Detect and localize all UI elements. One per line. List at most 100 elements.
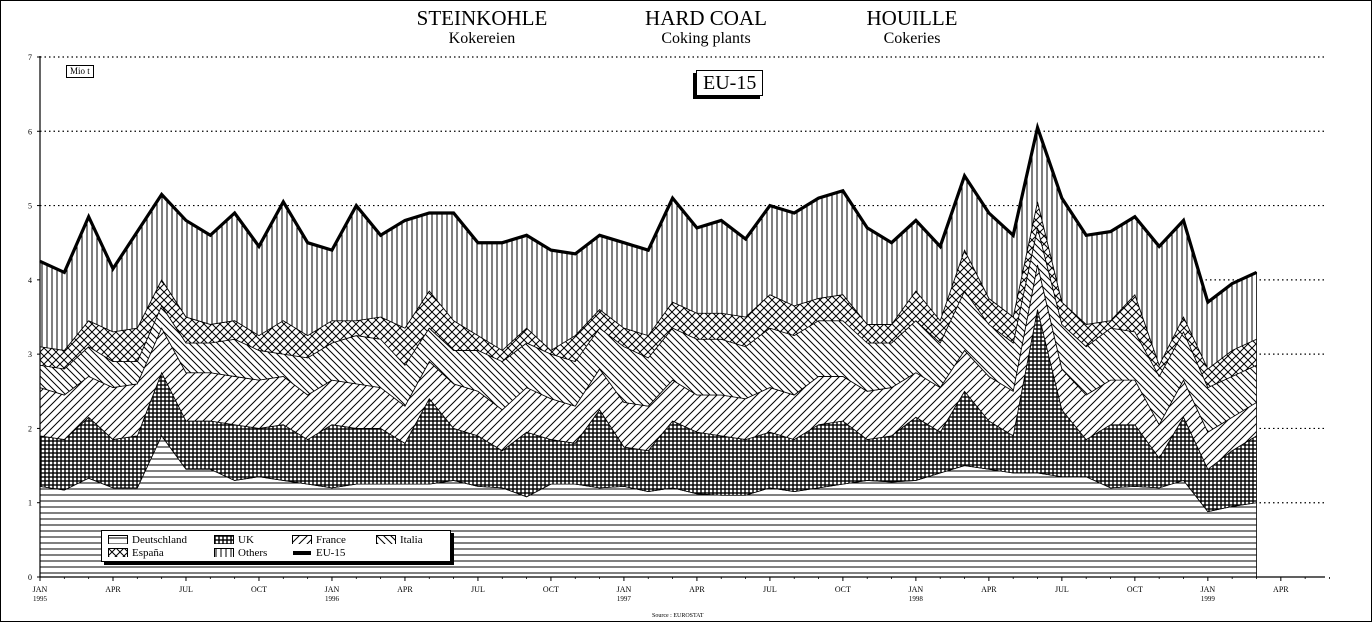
x-tick-label: OCT bbox=[835, 585, 851, 594]
point-eu-15 bbox=[574, 253, 576, 255]
x-tick-year: 1999 bbox=[1201, 595, 1216, 603]
point-eu-15 bbox=[890, 242, 893, 244]
point-eu-15 bbox=[1231, 282, 1233, 285]
x-tick-label: OCT bbox=[543, 585, 559, 594]
y-tick-label: 7 bbox=[28, 53, 32, 62]
x-tick-label: JAN bbox=[617, 585, 632, 594]
point-eu-15 bbox=[209, 234, 211, 236]
point-eu-15 bbox=[1158, 245, 1160, 248]
point-eu-15 bbox=[696, 227, 698, 229]
point-eu-15 bbox=[234, 212, 236, 214]
x-tick-label: JUL bbox=[179, 585, 193, 594]
point-eu-15 bbox=[963, 175, 966, 177]
point-eu-15 bbox=[526, 234, 528, 236]
x-tick-year: 1996 bbox=[325, 595, 340, 603]
point-eu-15 bbox=[258, 245, 260, 248]
subtitle-en: Coking plants bbox=[661, 30, 751, 47]
point-eu-15 bbox=[1036, 126, 1039, 129]
point-eu-15 bbox=[136, 230, 138, 233]
point-eu-15 bbox=[623, 242, 625, 244]
point-eu-15 bbox=[647, 249, 649, 251]
legend-item-uk: UK bbox=[214, 533, 254, 546]
x-tick-label: JAN bbox=[909, 585, 924, 594]
point-eu-15 bbox=[282, 201, 284, 203]
point-eu-15 bbox=[428, 212, 430, 214]
header-block-en: HARD COAL Coking plants bbox=[576, 7, 836, 49]
x-tick-label: APR bbox=[981, 585, 997, 594]
legend-item-deutschland: Deutschland bbox=[108, 533, 187, 546]
legend-label-france: France bbox=[316, 533, 346, 546]
title-de: STEINKOHLE bbox=[416, 6, 548, 30]
legend-swatch-eu15 bbox=[293, 551, 311, 555]
x-tick-year: 1997 bbox=[617, 595, 632, 603]
point-eu-15 bbox=[112, 268, 114, 270]
point-eu-15 bbox=[477, 242, 479, 244]
point-eu-15 bbox=[185, 219, 187, 222]
legend-item-france: France bbox=[292, 533, 346, 546]
point-eu-15 bbox=[331, 249, 333, 251]
point-eu-15 bbox=[88, 216, 90, 218]
point-eu-15 bbox=[769, 204, 771, 207]
point-eu-15 bbox=[380, 234, 382, 236]
legend-label-others: Others bbox=[238, 546, 268, 559]
point-eu-15 bbox=[793, 212, 795, 214]
legend-swatch-others bbox=[214, 548, 234, 557]
legend-item-eu15: EU-15 bbox=[292, 546, 345, 559]
x-tick-label: OCT bbox=[1127, 585, 1143, 594]
subtitle-fr: Cokeries bbox=[883, 30, 941, 47]
legend-item-others: Others bbox=[214, 546, 267, 559]
y-tick-label: 6 bbox=[28, 127, 32, 136]
point-eu-15 bbox=[453, 212, 455, 214]
x-tick-label: JUL bbox=[471, 585, 485, 594]
x-tick-label: JAN bbox=[325, 585, 340, 594]
point-eu-15 bbox=[915, 219, 917, 222]
x-tick-label: JUL bbox=[1055, 585, 1069, 594]
title-fr: HOUILLE bbox=[866, 6, 958, 30]
point-eu-15 bbox=[598, 234, 601, 236]
x-tick-label: APR bbox=[689, 585, 705, 594]
y-tick-label: 0 bbox=[28, 573, 32, 582]
unit-label: Mio t bbox=[66, 65, 94, 78]
legend-label-eu15: EU-15 bbox=[316, 546, 346, 559]
source-note: Source : EUROSTAT bbox=[652, 613, 704, 619]
point-eu-15 bbox=[720, 219, 722, 222]
x-tick-label: APR bbox=[105, 585, 121, 594]
point-eu-15 bbox=[1085, 234, 1087, 236]
legend-label-italia: Italia bbox=[400, 533, 423, 546]
point-eu-15 bbox=[161, 193, 163, 196]
point-eu-15 bbox=[550, 249, 552, 251]
x-tick-label: OCT bbox=[251, 585, 267, 594]
point-eu-15 bbox=[817, 197, 820, 199]
point-eu-15 bbox=[1061, 197, 1063, 199]
x-tick-year: 1995 bbox=[33, 595, 48, 603]
region-badge: EU-15 bbox=[696, 70, 764, 96]
point-eu-15 bbox=[1134, 216, 1136, 218]
point-eu-15 bbox=[988, 212, 990, 214]
point-eu-15 bbox=[939, 245, 941, 248]
legend-swatch-italia bbox=[376, 535, 396, 544]
legend-swatch-espana bbox=[108, 548, 128, 557]
y-tick-label: 2 bbox=[28, 424, 32, 433]
y-tick-label: 4 bbox=[28, 276, 32, 285]
point-eu-15 bbox=[1109, 230, 1112, 233]
point-eu-15 bbox=[1207, 301, 1209, 303]
x-tick-label: APR bbox=[1273, 585, 1289, 594]
point-eu-15 bbox=[744, 238, 747, 240]
x-tick-year: 1998 bbox=[909, 595, 924, 603]
legend-label-uk: UK bbox=[238, 533, 254, 546]
legend-item-italia: Italia bbox=[376, 533, 423, 546]
legend-label-espana: España bbox=[132, 546, 164, 559]
x-tick-label: JUL bbox=[763, 585, 777, 594]
y-tick-label: 3 bbox=[28, 350, 32, 359]
x-tick-label: APR bbox=[397, 585, 413, 594]
legend-label-deutschland: Deutschland bbox=[132, 533, 187, 546]
legend-swatch-uk bbox=[214, 535, 234, 544]
point-eu-15 bbox=[63, 271, 65, 274]
point-eu-15 bbox=[1012, 234, 1014, 236]
x-tick-label: JAN bbox=[1201, 585, 1216, 594]
legend-swatch-france bbox=[292, 535, 312, 544]
subtitle-de: Kokereien bbox=[448, 30, 516, 47]
x-tick-label: JAN bbox=[33, 585, 48, 594]
title-en: HARD COAL bbox=[645, 6, 767, 30]
